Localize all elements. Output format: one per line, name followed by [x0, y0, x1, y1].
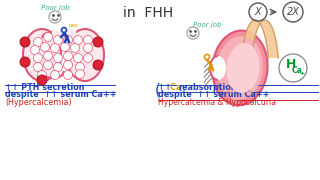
FancyBboxPatch shape: [50, 32, 78, 46]
Circle shape: [76, 69, 84, 78]
Ellipse shape: [227, 43, 260, 93]
Text: 2X: 2X: [287, 7, 300, 17]
Circle shape: [74, 35, 83, 44]
Circle shape: [93, 60, 103, 70]
Circle shape: [44, 33, 52, 42]
Text: Ca: Ca: [170, 83, 184, 92]
Circle shape: [20, 57, 30, 67]
Circle shape: [63, 51, 73, 60]
Circle shape: [84, 44, 92, 53]
Circle shape: [53, 62, 62, 71]
Circle shape: [60, 42, 69, 51]
Circle shape: [37, 75, 47, 85]
Circle shape: [30, 46, 39, 55]
Circle shape: [51, 71, 60, 80]
Text: ↑↑ PTH secretion: ↑↑ PTH secretion: [5, 83, 84, 92]
Text: Poor job: Poor job: [193, 22, 222, 28]
Circle shape: [20, 37, 30, 47]
Circle shape: [61, 28, 67, 33]
Text: Poor job: Poor job: [41, 5, 69, 11]
Text: reabsorption: reabsorption: [178, 83, 236, 92]
Text: (: (: [155, 82, 161, 97]
Circle shape: [44, 51, 52, 60]
Circle shape: [51, 44, 60, 53]
Text: Hypercalcemia & Hypocalcuria: Hypercalcemia & Hypocalcuria: [158, 98, 276, 107]
Circle shape: [53, 53, 62, 62]
Circle shape: [63, 60, 73, 69]
Circle shape: [76, 62, 84, 71]
Text: despite  ↑↑ serum Ca++: despite ↑↑ serum Ca++: [158, 90, 269, 99]
Text: Ca: Ca: [292, 66, 302, 75]
Ellipse shape: [66, 29, 104, 81]
Circle shape: [34, 53, 43, 62]
Text: (Hypercalcemia): (Hypercalcemia): [5, 98, 72, 107]
Text: X: X: [255, 7, 261, 17]
Circle shape: [70, 44, 79, 53]
Text: H: H: [286, 57, 296, 71]
Circle shape: [37, 71, 46, 80]
Circle shape: [84, 53, 92, 62]
Circle shape: [74, 53, 83, 62]
Circle shape: [53, 35, 62, 44]
Ellipse shape: [23, 29, 61, 81]
Circle shape: [63, 35, 73, 44]
Text: ↑↑: ↑↑: [158, 83, 174, 92]
Circle shape: [93, 37, 103, 47]
Ellipse shape: [217, 36, 263, 100]
Circle shape: [41, 42, 50, 51]
Circle shape: [63, 71, 73, 80]
Text: in  FHH: in FHH: [123, 6, 173, 20]
Text: +: +: [300, 71, 305, 75]
Circle shape: [279, 54, 307, 82]
Circle shape: [84, 35, 92, 44]
Circle shape: [34, 37, 43, 46]
Circle shape: [44, 60, 52, 69]
Circle shape: [204, 55, 210, 60]
Text: despite  ↑↑ serum Ca++: despite ↑↑ serum Ca++: [5, 90, 116, 99]
Ellipse shape: [212, 31, 268, 105]
Text: casr: casr: [69, 23, 79, 28]
Ellipse shape: [210, 56, 226, 80]
Circle shape: [34, 62, 43, 71]
